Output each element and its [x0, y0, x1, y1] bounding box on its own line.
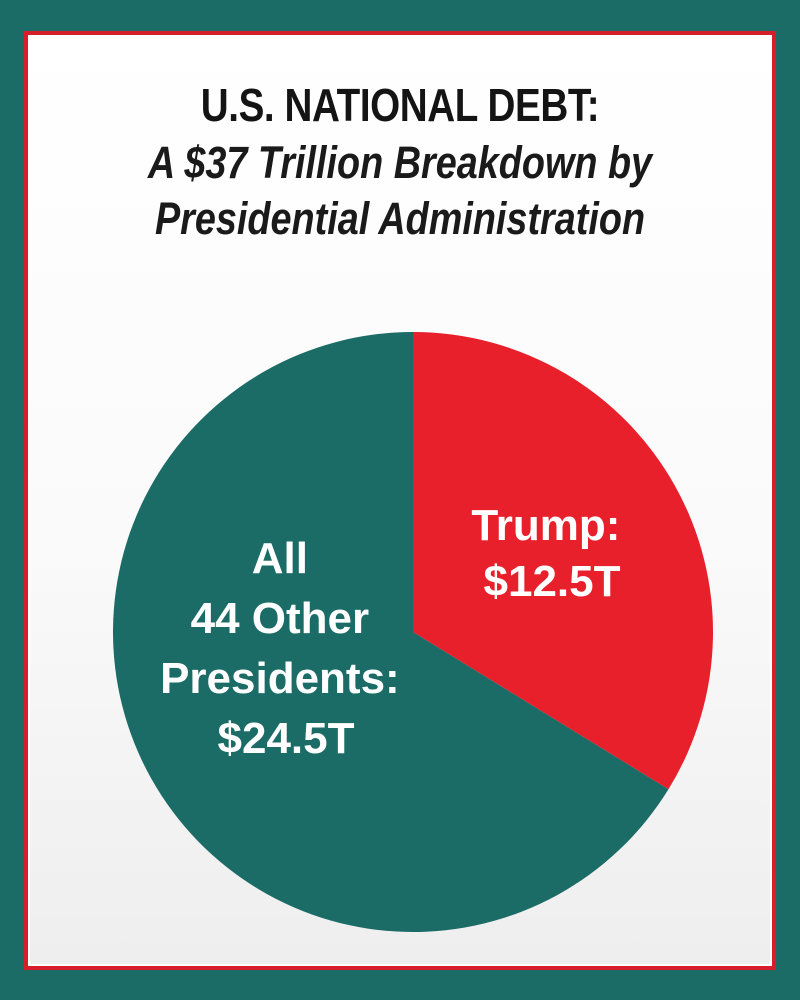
- subtitle-line-2: Presidential Administration: [154, 193, 646, 244]
- pie-label-trump: Trump: $12.5T: [471, 501, 632, 606]
- pie-label-other-line-1: All: [252, 534, 308, 583]
- pie-label-other-line-2: 44 Other: [191, 594, 370, 643]
- pie-label-other-line-4: $24.5T: [218, 714, 355, 763]
- pie-label-other-line-3: Presidents:: [160, 654, 400, 703]
- chart-subtitle: A $37 Trillion Breakdown by Presidential…: [89, 135, 711, 247]
- pie-slice-other-presidents: [112, 332, 669, 932]
- pie-label-trump-line-2: $12.5T: [484, 557, 621, 606]
- pie-slice-trump: [413, 332, 713, 790]
- pie-label-other-presidents: All 44 Other Presidents: $24.5T: [160, 534, 412, 763]
- pie-label-trump-line-1: Trump:: [471, 501, 620, 550]
- chart-title: U.S. NATIONAL DEBT:: [200, 79, 600, 131]
- subtitle-line-1: A $37 Trillion Breakdown by: [147, 137, 653, 188]
